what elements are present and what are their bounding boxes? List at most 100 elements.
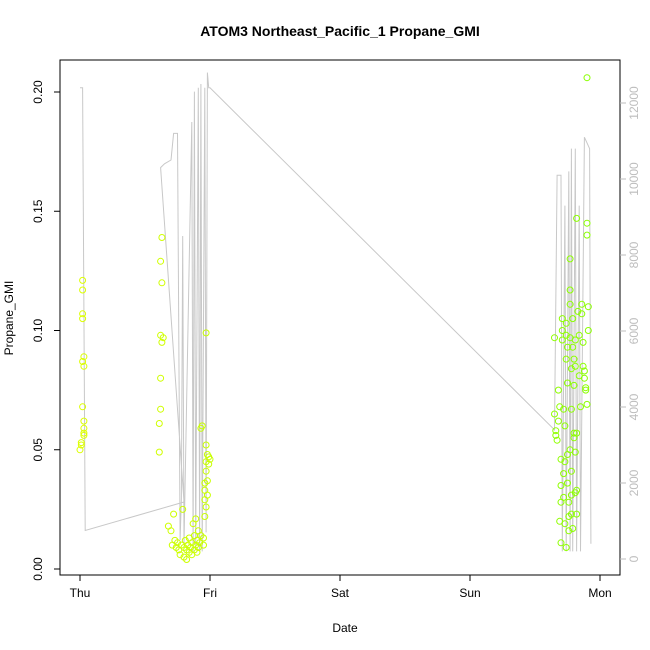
data-point [566, 300, 574, 308]
data-point [202, 329, 210, 337]
data-point [553, 436, 561, 444]
data-point [200, 534, 207, 542]
y2-tick-label: 10000 [627, 162, 641, 196]
data-point [567, 510, 575, 518]
data-point [551, 410, 558, 418]
x-tick-label: Fri [203, 586, 217, 600]
data-point [200, 541, 207, 549]
data-point [167, 527, 175, 535]
y-axis: 0.00 0.05 0.10 0.15 0.20 [31, 80, 60, 581]
y-tick-label: 0.10 [31, 318, 45, 342]
data-point [578, 310, 586, 318]
data-point [579, 338, 587, 346]
data-point [79, 403, 87, 411]
data-point [573, 510, 581, 518]
y2-tick-label: 12000 [627, 86, 641, 120]
data-point [562, 319, 570, 327]
data-point [80, 424, 88, 432]
data-point [582, 384, 590, 392]
data-point [580, 374, 588, 382]
data-point [155, 420, 163, 427]
data-point [554, 417, 562, 425]
data-point [157, 405, 165, 413]
data-point [552, 427, 560, 435]
data-point [566, 286, 574, 294]
data-point [561, 422, 569, 430]
data-point [158, 279, 166, 287]
y2-tick-label: 2000 [627, 469, 641, 496]
data-point [206, 455, 214, 463]
y-tick-label: 0.15 [31, 199, 45, 223]
data-point [79, 276, 87, 284]
data-point [201, 513, 209, 520]
data-point [79, 358, 87, 365]
data-point [575, 331, 583, 339]
data-point [570, 429, 578, 437]
data-point [202, 467, 210, 475]
data-point [564, 479, 571, 487]
data-point [80, 362, 88, 370]
data-point [558, 336, 566, 344]
data-point [577, 403, 584, 411]
data-point [560, 470, 568, 478]
data-point [582, 386, 590, 394]
data-point [573, 429, 581, 437]
data-point [203, 477, 211, 485]
data-point [80, 429, 88, 437]
plot-frame [59, 59, 621, 576]
data-point [565, 498, 573, 506]
x-axis: Thu Fri Sat Sun Mon [70, 575, 612, 600]
data-point [174, 539, 181, 547]
data-point [155, 448, 163, 456]
data-point [551, 334, 558, 342]
x-tick-label: Mon [588, 586, 611, 600]
data-point [569, 343, 577, 351]
data-point [557, 539, 565, 547]
data-point [80, 353, 88, 361]
data-point [571, 336, 579, 344]
data-point [76, 446, 84, 454]
data-point [79, 286, 87, 294]
data-point [77, 439, 85, 447]
data-point [561, 520, 569, 528]
data-point [573, 214, 581, 222]
data-point [558, 315, 566, 323]
y-tick-label: 0.20 [31, 80, 45, 104]
data-point [202, 503, 210, 511]
data-point [157, 257, 165, 265]
data-point [569, 315, 577, 323]
data-point [554, 386, 562, 394]
data-point [552, 431, 560, 439]
x-tick-label: Sat [331, 586, 350, 600]
data-point [565, 527, 573, 535]
data-point [183, 556, 191, 563]
data-point [202, 441, 210, 449]
data-point [562, 544, 570, 551]
y2-tick-label: 0 [627, 555, 641, 562]
data-point [205, 460, 213, 468]
data-point [583, 219, 591, 227]
points-layer [76, 74, 592, 563]
x-axis-label: Date [332, 621, 358, 635]
data-point [560, 405, 568, 413]
data-point [567, 405, 575, 413]
data-point [584, 303, 592, 311]
data-point [570, 381, 578, 389]
data-point [192, 515, 200, 523]
x-tick-label: Sun [459, 586, 480, 600]
data-point [584, 327, 592, 334]
y2-tick-label: 4000 [627, 393, 641, 420]
data-point [562, 355, 570, 363]
data-point [564, 379, 571, 387]
data-point [158, 234, 166, 241]
data-point [571, 489, 579, 497]
data-point [583, 74, 591, 82]
data-point [566, 446, 574, 454]
data-point [80, 431, 88, 439]
data-point [580, 367, 588, 375]
altitude-series-line [80, 72, 592, 552]
data-point [193, 548, 201, 556]
data-point [583, 231, 591, 239]
data-point [159, 334, 167, 342]
